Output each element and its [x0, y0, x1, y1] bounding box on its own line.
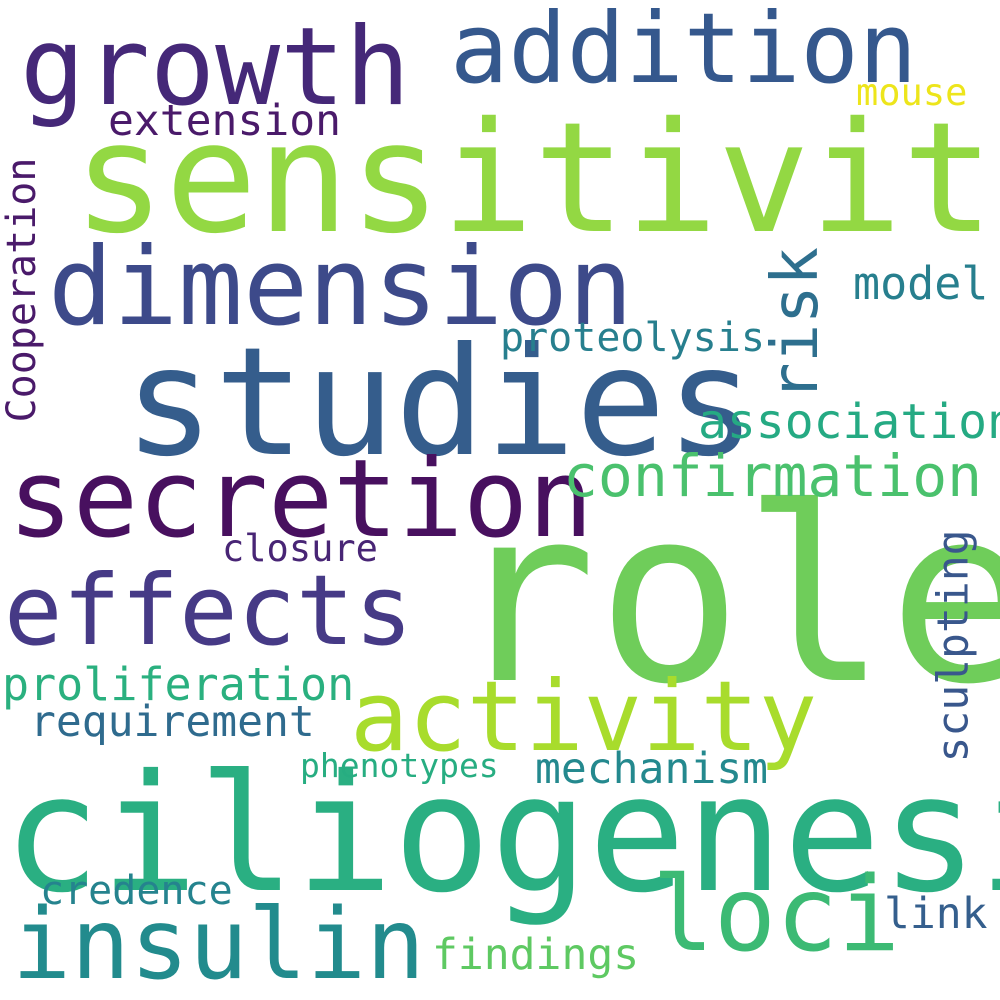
word-ciliogenesis: ciliogenesis — [3, 741, 1000, 929]
word-mechanism: mechanism — [535, 744, 768, 794]
word-dimension: dimension — [48, 225, 634, 350]
word-requirement: requirement — [30, 697, 315, 747]
word-link: link — [884, 889, 988, 939]
word-growth: growth — [20, 5, 411, 130]
word-confirmation: confirmation — [563, 442, 983, 510]
word-insulin: insulin — [12, 888, 426, 1000]
word-effects: effects — [4, 554, 413, 667]
word-association: association — [698, 394, 1000, 450]
word-sculpting: sculpting — [928, 529, 979, 763]
word-credence: credence — [40, 868, 233, 914]
word-role: role — [451, 456, 1000, 738]
word-activity: activity — [350, 660, 818, 773]
word-loci: loci — [652, 855, 901, 975]
word-extension: extension — [108, 96, 341, 146]
word-proteolysis: proteolysis — [500, 315, 765, 361]
word-closure: closure — [222, 527, 378, 570]
word-risk: risk — [759, 246, 833, 402]
word-model: model — [853, 257, 989, 310]
word-proliferation: proliferation — [2, 658, 355, 711]
word-findings: findings — [432, 930, 640, 980]
word-addition: addition — [450, 0, 918, 105]
word-Cooperation: Cooperation — [0, 157, 45, 423]
word-studies: studies — [124, 316, 757, 490]
word-sensitivity: sensitivity — [73, 90, 1000, 268]
word-phenotypes: phenotypes — [300, 746, 499, 785]
word-mouse: mouse — [856, 71, 968, 114]
word-secretion: secretion — [8, 437, 594, 562]
